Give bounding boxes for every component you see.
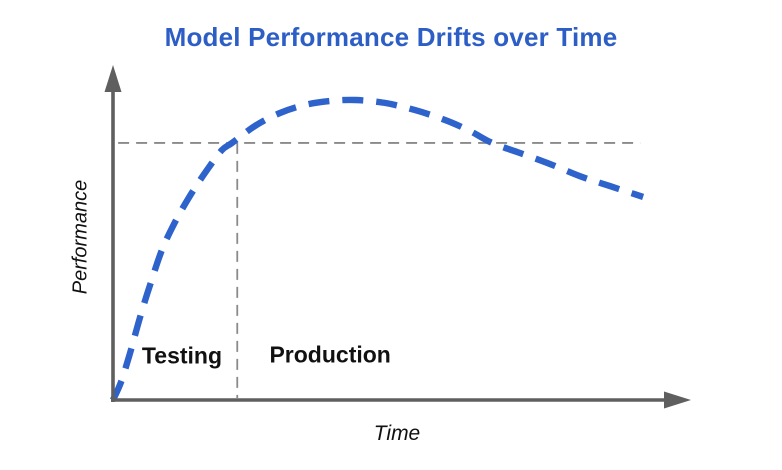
production-region-label: Production <box>269 341 391 368</box>
testing-region-label: Testing <box>141 342 223 369</box>
chart-title: Model Performance Drifts over Time <box>164 22 618 52</box>
axes <box>104 65 691 409</box>
performance-curve <box>110 96 645 402</box>
x-axis-label: Time <box>373 422 421 445</box>
y-axis-label: Performance <box>69 179 92 295</box>
reference-lines <box>118 142 641 399</box>
